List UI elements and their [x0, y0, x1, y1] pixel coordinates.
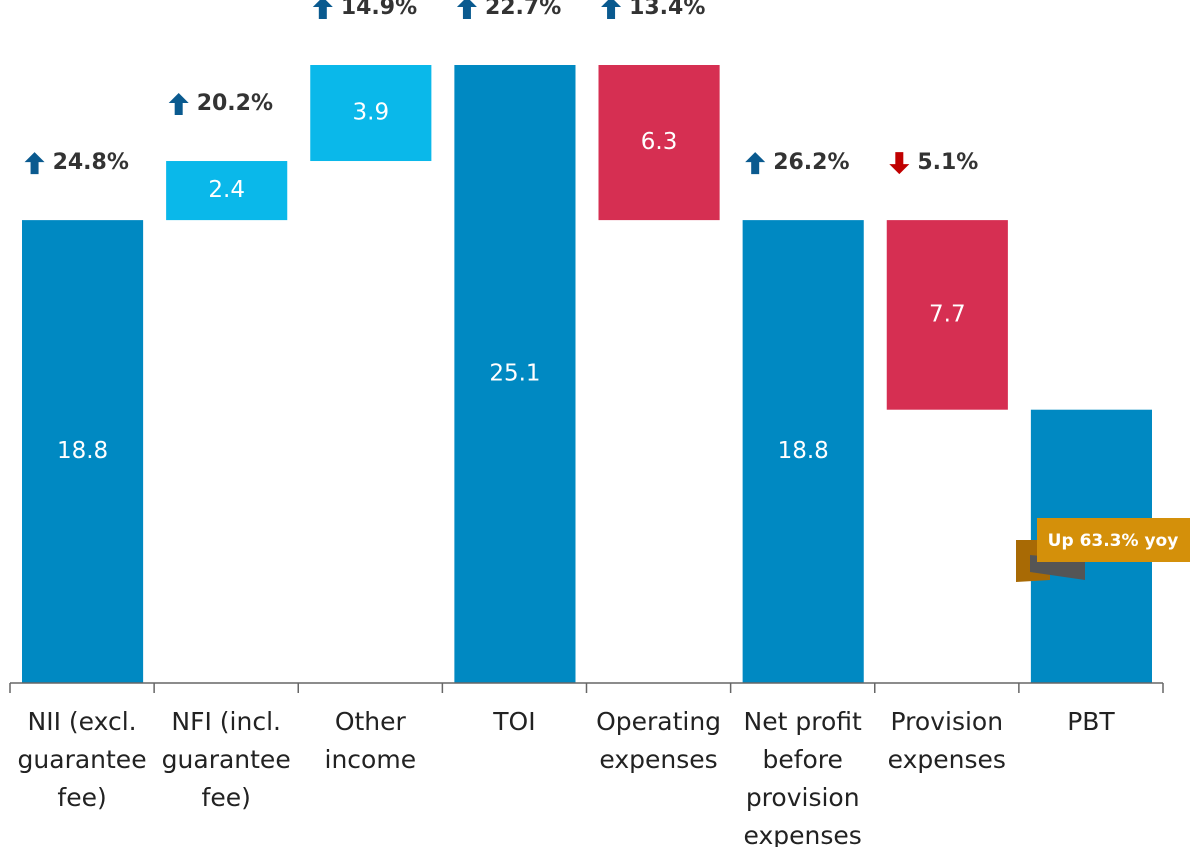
change-arrow	[601, 0, 622, 19]
bar	[454, 65, 576, 683]
change-arrow	[745, 152, 766, 175]
value-label: 6.3	[641, 129, 678, 155]
bar	[22, 220, 144, 683]
change-label: 24.8%	[53, 150, 129, 175]
bar	[310, 65, 432, 162]
x-tick-label: Net profit before provision expenses	[743, 707, 862, 847]
change-label: 14.9%	[341, 0, 417, 20]
change-arrow	[889, 152, 910, 175]
value-label: 18.8	[57, 438, 108, 464]
change-label: 22.7%	[485, 0, 561, 20]
annotation: Up 63.3% yoy	[1048, 531, 1179, 551]
value-label: 25.1	[489, 361, 540, 387]
x-tick-label: Provision expenses	[887, 707, 1006, 774]
bar	[742, 220, 864, 683]
x-tick-label: Other income	[324, 707, 417, 774]
bar	[886, 220, 1008, 410]
x-tick-label: TOI	[493, 707, 536, 736]
change-label: 26.2%	[773, 150, 849, 175]
x-tick-label: NII (excl. guarantee fee)	[17, 707, 147, 812]
change-arrow	[312, 0, 333, 19]
x-tick-label: PBT	[1067, 707, 1115, 736]
x-tick-label: Operating expenses	[596, 707, 722, 774]
value-label: 7.7	[929, 301, 966, 327]
change-label: 20.2%	[197, 91, 273, 116]
bar	[598, 65, 720, 221]
ribbon-body	[1037, 518, 1190, 562]
change-arrow	[24, 152, 45, 175]
bar	[166, 161, 288, 221]
annotation-ribbon: Up 63.3% yoy	[1016, 518, 1190, 582]
change-arrow	[168, 93, 189, 116]
value-label: 18.8	[778, 438, 829, 464]
change-label: 13.4%	[629, 0, 705, 20]
value-label: 2.4	[208, 177, 245, 203]
plot: 18.8 24.8% 2.4 20.2% 3.9 14.9% 25.1 22.7% 6.3 13.…	[9, 0, 1164, 693]
x-tick-label: NFI (incl. guarantee fee)	[161, 707, 291, 812]
value-label: 3.9	[353, 100, 390, 126]
change-label: 5.1%	[917, 150, 978, 175]
change-arrow	[456, 0, 477, 19]
